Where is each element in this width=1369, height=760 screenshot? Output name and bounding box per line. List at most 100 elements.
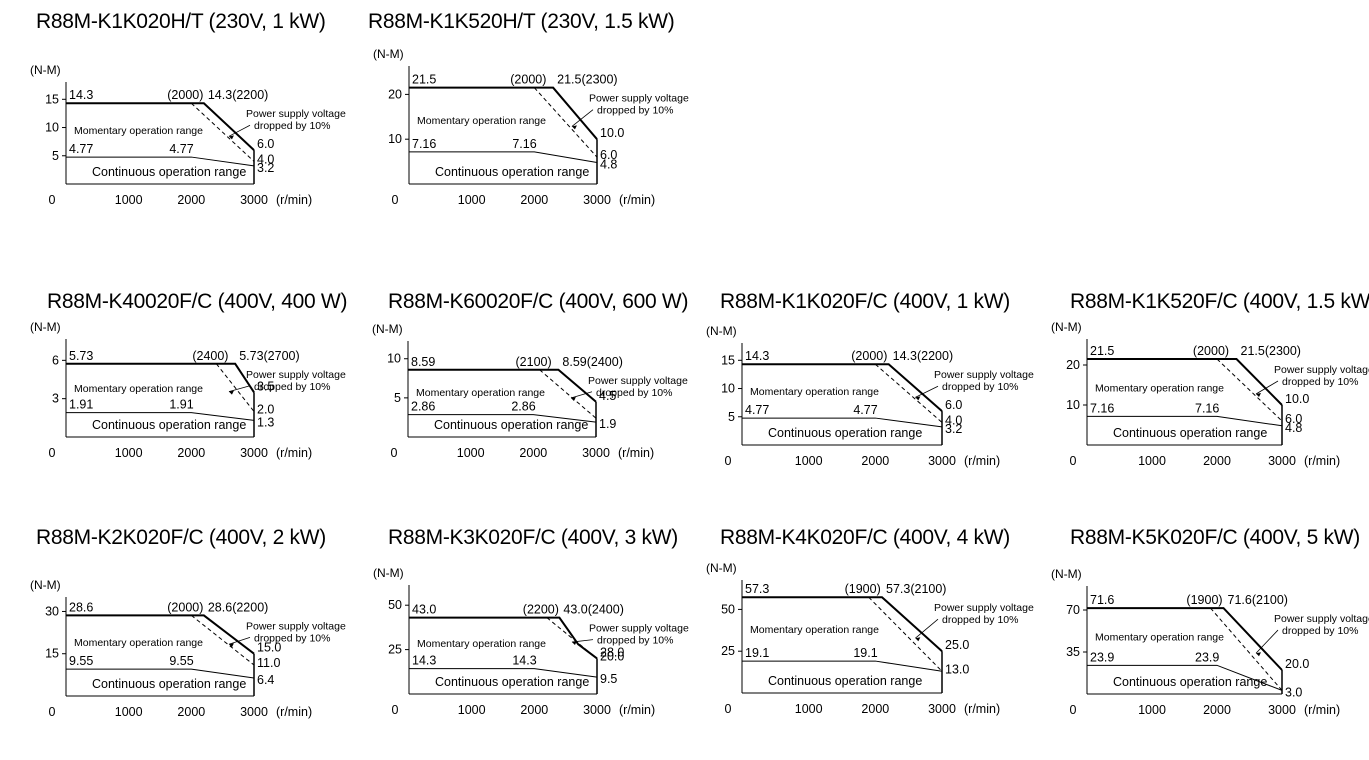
chart-title: R88M-K60020F/C (400V, 600 W) (388, 290, 689, 313)
peak-end-label: 8.59(2400) (562, 355, 622, 369)
continuous-range-label: Continuous operation range (92, 418, 246, 432)
x-tick-label: 0 (392, 703, 399, 717)
y-axis-unit: (N-M) (706, 561, 737, 575)
continuous-range-label: Continuous operation range (1113, 675, 1267, 689)
continuous-torque-label: 2.86 (411, 400, 435, 414)
continuous-knee-label: 4.77 (169, 142, 193, 156)
voltage-note-arrow (1255, 380, 1279, 395)
y-tick-label: 5 (52, 149, 59, 163)
continuous-torque-label: 9.55 (69, 654, 93, 668)
x-tick-label: 2000 (177, 446, 205, 460)
continuous-limit-line (409, 151, 598, 163)
knee-speed-label: (2200) (523, 603, 559, 617)
x-tick-label: 1000 (458, 703, 486, 717)
x-tick-label: 3000 (1268, 454, 1296, 468)
voltage-note-line1: Power supply voltage (588, 375, 688, 387)
y-axis-unit: (N-M) (30, 578, 61, 592)
continuous-limit-line (66, 412, 255, 421)
peak-torque-label: 8.59 (411, 355, 435, 369)
continuous-torque-label: 7.16 (1090, 401, 1114, 415)
x-tick-label: 2000 (861, 702, 889, 716)
x-tick-label: 0 (725, 702, 732, 716)
reduced-voltage-line (190, 102, 255, 162)
arrow-head (228, 643, 234, 648)
reduced-voltage-line (539, 369, 597, 419)
x-tick-label: 1000 (115, 193, 143, 207)
end-peak-label: 6.0 (945, 398, 962, 412)
y-tick-label: 3 (52, 392, 59, 406)
y-tick-label: 70 (1066, 603, 1080, 617)
end-reduced-label: 6.0 (600, 148, 617, 162)
x-tick-label: 3000 (583, 703, 611, 717)
y-tick-label: 50 (388, 598, 402, 612)
peak-torque-label: 28.6 (69, 600, 93, 614)
voltage-note-line2: dropped by 10% (597, 105, 673, 117)
y-tick-label: 20 (1066, 358, 1080, 372)
x-tick-label: 0 (49, 705, 56, 719)
reduced-voltage-line (1216, 358, 1283, 422)
momentary-limit-line (408, 368, 597, 403)
momentary-range-label: Momentary operation range (417, 115, 546, 127)
y-axis-unit: (N-M) (372, 322, 403, 336)
y-tick-label: 20 (388, 87, 402, 101)
y-tick-label: 15 (45, 647, 59, 661)
continuous-range-label: Continuous operation range (1113, 426, 1267, 440)
end-reduced-label: 11.0 (257, 656, 280, 670)
chart-title: R88M-K4K020F/C (400V, 4 kW) (720, 526, 1010, 549)
continuous-torque-label: 23.9 (1090, 650, 1114, 664)
voltage-note-line2: dropped by 10% (942, 381, 1018, 393)
y-axis-unit: (N-M) (30, 320, 61, 334)
voltage-note-arrow (571, 109, 594, 127)
arrow-head (915, 396, 921, 401)
reduced-voltage-line (191, 615, 255, 666)
voltage-note-line2: dropped by 10% (597, 635, 673, 647)
x-tick-label: 1000 (458, 193, 486, 207)
chart-plot: (N-M) 25 50 0 1000 2000 3000 (r/min) 43.0 (2200) 4… (373, 566, 689, 717)
end-continuous-label: 3.2 (257, 161, 274, 175)
y-tick-label: 15 (45, 92, 59, 106)
voltage-note-arrow (1255, 629, 1279, 654)
x-tick-label: 0 (49, 446, 56, 460)
voltage-note-line2: dropped by 10% (254, 381, 330, 393)
chart-plot: (N-M) 3 6 0 1000 2000 3000 (r/min) 5.73 (2400) 5.7… (30, 320, 346, 460)
knee-speed-label: (1900) (845, 582, 881, 596)
y-tick-label: 5 (728, 410, 735, 424)
peak-end-label: 21.5(2300) (1241, 344, 1301, 358)
x-tick-label: 0 (49, 193, 56, 207)
chart-plot: (N-M) 10 20 0 1000 2000 3000 (r/min) 21.5 (2000) 2… (373, 47, 689, 207)
end-peak-label: 25.0 (945, 638, 969, 652)
voltage-note-line1: Power supply voltage (246, 620, 346, 632)
voltage-note-line1: Power supply voltage (246, 108, 346, 120)
y-axis-unit: (N-M) (373, 47, 404, 61)
x-tick-label: 1000 (795, 454, 823, 468)
voltage-note-arrow (570, 391, 593, 399)
continuous-range-label: Continuous operation range (768, 426, 922, 440)
end-continuous-label: 1.9 (599, 417, 616, 431)
end-continuous-label: 6.4 (257, 673, 274, 687)
peak-torque-label: 14.3 (69, 88, 93, 102)
momentary-range-label: Momentary operation range (1095, 383, 1224, 395)
end-peak-label: 10.0 (600, 126, 624, 140)
continuous-torque-label: 14.3 (412, 654, 436, 668)
peak-torque-label: 57.3 (745, 582, 769, 596)
momentary-limit-line (1087, 358, 1283, 406)
chart-plot: (N-M) 5 10 15 0 1000 2000 3000 (r/min) 14.3 (2000)… (30, 63, 346, 207)
momentary-range-label: Momentary operation range (74, 637, 203, 649)
y-tick-label: 50 (721, 602, 735, 616)
chart-plot: (N-M) 15 30 0 1000 2000 3000 (r/min) 28.6 (2000) 2… (30, 578, 346, 719)
end-reduced-label: 6.0 (1285, 412, 1302, 426)
x-axis-unit: (r/min) (619, 193, 655, 207)
chart-plot: (N-M) 5 10 0 1000 2000 3000 (r/min) 8.59 (2100) 8.… (372, 322, 688, 460)
continuous-range-label: Continuous operation range (92, 677, 246, 691)
continuous-range-label: Continuous operation range (768, 674, 922, 688)
continuous-limit-line (742, 417, 943, 428)
chart-plot: (N-M) 5 10 15 0 1000 2000 3000 (r/min) 14.3 (2000)… (706, 324, 1034, 468)
arrow-head (915, 637, 921, 642)
end-peak-label: 20.0 (1285, 657, 1309, 671)
end-reduced-label: 20.0 (600, 649, 624, 663)
end-peak-label: 28.0 (600, 645, 624, 659)
x-axis-unit: (r/min) (618, 446, 654, 460)
end-continuous-label: 1.3 (257, 415, 274, 429)
end-peak-label: 4.5 (599, 389, 616, 403)
peak-torque-label: 71.6 (1090, 593, 1114, 607)
